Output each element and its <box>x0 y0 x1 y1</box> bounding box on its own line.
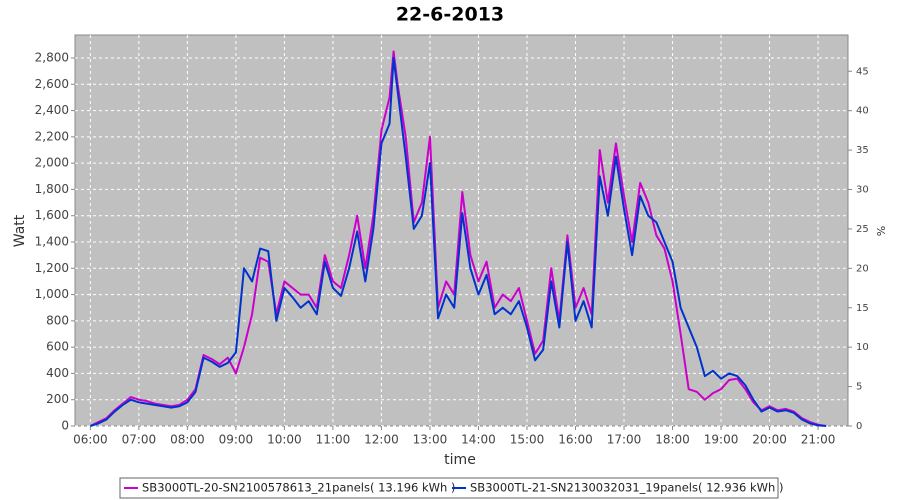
y2-tick-label: 30 <box>856 185 869 196</box>
x-tick-label: 21:00 <box>801 433 836 447</box>
y-tick-label: 600 <box>46 340 69 354</box>
x-tick-label: 09:00 <box>219 433 254 447</box>
y-tick-label: 1,400 <box>35 235 69 249</box>
x-tick-label: 19:00 <box>704 433 739 447</box>
y2-tick-label: 35 <box>856 145 869 156</box>
series-line <box>90 57 827 427</box>
legend <box>119 477 779 499</box>
x-tick-label: 17:00 <box>607 433 642 447</box>
y-tick-label: 2,800 <box>35 51 69 65</box>
legend-label: SB3000TL-20-SN2100578613_21panels( 13.19… <box>142 481 455 495</box>
x-tick-label: 12:00 <box>364 433 399 447</box>
y-tick-label: 2,000 <box>35 156 69 170</box>
x-tick-label: 06:00 <box>73 433 108 447</box>
y2-tick-label: 45 <box>856 66 869 77</box>
y2-axis-label: % <box>875 226 888 236</box>
y2-tick-label: 40 <box>856 106 869 117</box>
y2-tick-label: 5 <box>856 382 862 393</box>
x-tick-label: 07:00 <box>122 433 157 447</box>
y2-tick-label: 0 <box>856 421 862 432</box>
x-axis-label: time <box>444 452 476 468</box>
legend-label: SB3000TL-21-SN2130032031_19panels( 12.93… <box>470 481 783 495</box>
y-tick-label: 1,000 <box>35 287 69 301</box>
y2-tick-label: 25 <box>856 224 869 235</box>
y-tick-label: 2,400 <box>35 103 69 117</box>
y-tick-label: 1,200 <box>35 261 69 275</box>
series-line <box>89 50 827 427</box>
y-tick-label: 1,800 <box>35 182 69 196</box>
y-tick-label: 2,200 <box>35 129 69 143</box>
y-tick-label: 800 <box>46 313 69 327</box>
y2-tick-label: 20 <box>856 263 869 274</box>
y-tick-label: 200 <box>46 392 69 406</box>
y-tick-label: 2,600 <box>35 77 69 91</box>
y-axis-label: Watt <box>12 214 28 247</box>
x-tick-label: 10:00 <box>267 433 302 447</box>
y2-tick-label: 15 <box>856 303 869 314</box>
y-tick-label: 400 <box>46 366 69 380</box>
x-tick-label: 08:00 <box>170 433 205 447</box>
x-tick-label: 20:00 <box>752 433 787 447</box>
y2-tick-label: 10 <box>856 342 869 353</box>
x-tick-label: 16:00 <box>558 433 593 447</box>
y-tick-label: 1,600 <box>35 208 69 222</box>
y-tick-label: 0 <box>61 419 69 433</box>
x-tick-label: 15:00 <box>510 433 545 447</box>
x-tick-label: 13:00 <box>413 433 448 447</box>
x-tick-label: 14:00 <box>461 433 496 447</box>
x-tick-label: 11:00 <box>316 433 351 447</box>
chart-title: 22-6-2013 <box>396 4 504 26</box>
x-tick-label: 18:00 <box>655 433 690 447</box>
